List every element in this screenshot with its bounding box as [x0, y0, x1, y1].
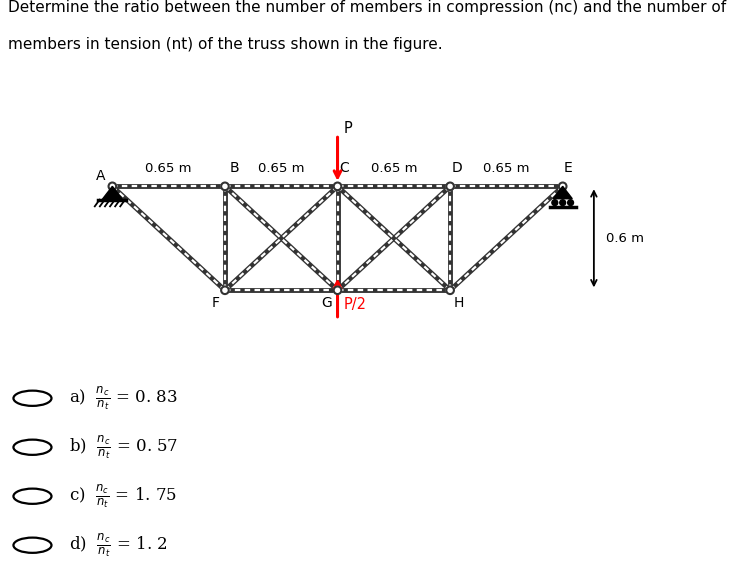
Text: members in tension (nt) of the truss shown in the figure.: members in tension (nt) of the truss sho… — [8, 37, 442, 52]
Circle shape — [568, 200, 574, 206]
Text: P/2: P/2 — [344, 297, 367, 312]
Circle shape — [109, 183, 116, 190]
Text: G: G — [322, 297, 332, 310]
Text: c)  $\mathit{\frac{n_c}{n_t}}$ = 1. 75: c) $\mathit{\frac{n_c}{n_t}}$ = 1. 75 — [69, 483, 177, 510]
Text: D: D — [451, 161, 463, 175]
Circle shape — [334, 286, 341, 294]
Circle shape — [552, 200, 558, 206]
Circle shape — [446, 183, 454, 190]
Circle shape — [221, 286, 229, 294]
Text: b)  $\mathit{\frac{n_c}{n_t}}$ = 0. 57: b) $\mathit{\frac{n_c}{n_t}}$ = 0. 57 — [69, 434, 178, 461]
Text: P: P — [344, 121, 353, 136]
Text: a)  $\mathit{\frac{n_c}{n_t}}$ = 0. 83: a) $\mathit{\frac{n_c}{n_t}}$ = 0. 83 — [69, 384, 177, 412]
Text: E: E — [563, 161, 572, 175]
Text: F: F — [211, 297, 220, 310]
Text: H: H — [454, 297, 464, 310]
Text: C: C — [339, 161, 349, 175]
Text: 0.65 m: 0.65 m — [146, 162, 192, 175]
Text: d)  $\mathit{\frac{n_c}{n_t}}$ = 1. 2: d) $\mathit{\frac{n_c}{n_t}}$ = 1. 2 — [69, 531, 168, 559]
Text: 0.65 m: 0.65 m — [371, 162, 417, 175]
Text: B: B — [230, 161, 239, 175]
Circle shape — [446, 286, 454, 294]
Text: 0.65 m: 0.65 m — [483, 162, 530, 175]
Circle shape — [334, 183, 341, 190]
Text: Determine the ratio between the number of members in compression (nc) and the nu: Determine the ratio between the number o… — [8, 0, 726, 15]
Circle shape — [221, 183, 229, 190]
Circle shape — [559, 200, 565, 206]
Polygon shape — [553, 187, 572, 198]
Text: 0.65 m: 0.65 m — [258, 162, 304, 175]
Circle shape — [559, 183, 566, 190]
Text: A: A — [96, 169, 106, 183]
Text: 0.6 m: 0.6 m — [606, 232, 644, 245]
Polygon shape — [102, 187, 122, 200]
